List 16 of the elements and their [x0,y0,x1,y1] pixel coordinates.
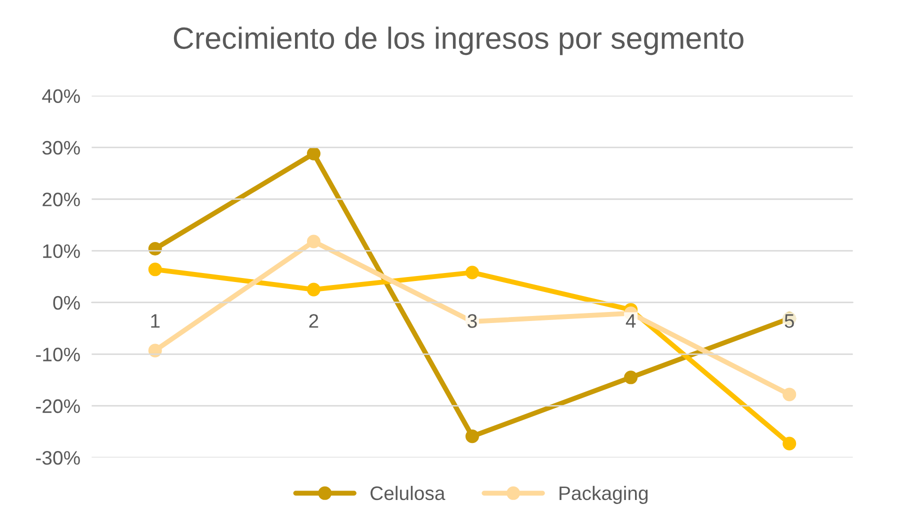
y-tick-label: -10% [36,348,80,362]
x-tick-label: 1 [151,314,160,328]
y-tick-label: 10% [43,244,80,258]
y-tick-label: 30% [42,140,80,155]
y-tick-label: -30% [36,450,80,465]
legend-label: Packaging [560,486,648,504]
legend-label: Celulosa [370,486,446,500]
y-tick-label: 20% [42,192,80,206]
x-tick-label: 3 [468,314,477,328]
y-tick-label: -20% [36,399,80,414]
chart-title: Crecimiento de los ingresos por segmento [174,26,744,56]
y-tick-label: 0% [53,296,80,310]
y-tick-label: 40% [42,89,80,103]
x-tick-label: 4 [626,314,636,328]
x-tick-label: 5 [784,314,794,328]
x-tick-label: 2 [309,314,318,328]
